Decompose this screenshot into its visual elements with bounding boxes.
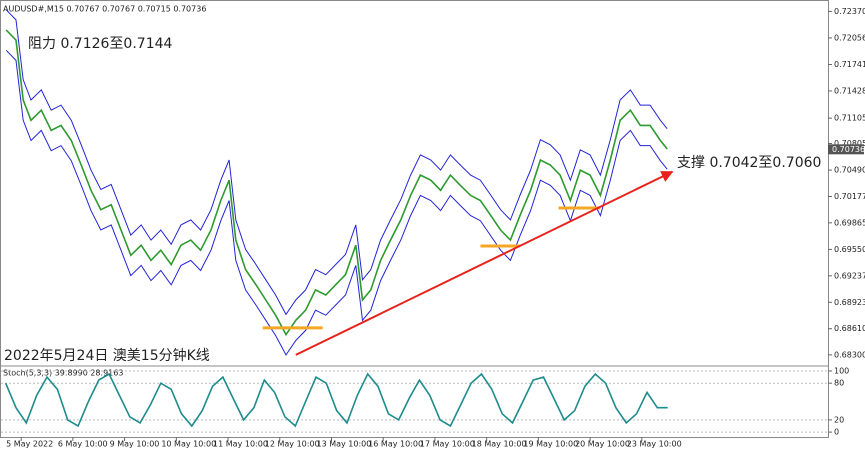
x-tick-label: 5 May 2022 [6,440,53,449]
x-tick-label: 11 May 10:00 [213,440,268,449]
y-tick-label: 0.71105 [834,114,865,123]
series-line [4,372,668,428]
y-tick-label: 0.70805 [834,139,865,148]
y-tick-label: 0.72056 [834,33,865,42]
y-tick-label: 100 [834,366,849,375]
y-tick-label: 0.68923 [834,298,865,307]
y-tick-label: 0.71741 [834,60,865,69]
x-tick-label: 10 May 10:00 [161,440,216,449]
y-tick-label: 0.68610 [834,324,865,333]
annotation: 阻力 0.7126至0.7144 [28,36,173,52]
y-tick-label: 0.70177 [834,192,865,201]
x-tick-label: 9 May 10:00 [110,440,160,449]
x-tick-label: 23 May 10:00 [627,440,682,449]
plot-frame [0,0,829,438]
y-tick-label: 80 [834,379,844,388]
series-line [5,29,668,337]
series-line [5,49,668,356]
y-tick-label: 0.69237 [834,271,865,280]
y-tick-label: 0.70490 [834,166,865,175]
series-line [5,9,668,316]
y-tick-label: 0.71428 [834,86,865,95]
annotation: 2022年5月24日 澳美15分钟K线 [4,347,210,364]
y-tick-label: 0.72370 [834,7,865,16]
x-tick-label: 18 May 10:00 [472,440,527,449]
x-tick-label: 16 May 10:00 [368,440,423,449]
y-tick-label: 0.69865 [834,218,865,227]
x-tick-label: 6 May 10:00 [58,440,108,449]
x-tick-label: 13 May 10:00 [316,440,371,449]
y-tick-label: 0.68300 [834,350,865,359]
y-tick-label: 0.69550 [834,245,865,254]
x-tick-label: 12 May 10:00 [265,440,320,449]
last-price-box [828,144,864,155]
panel-title: Stoch(5,3,3) 39.8990 28.9163 [3,369,123,378]
y-tick-label: 20 [834,415,844,424]
x-tick-label: 20 May 10:00 [575,440,630,449]
annotation: 支撑 0.7042至0.7060 [677,155,821,171]
x-tick-label: 17 May 10:00 [420,440,475,449]
trend-arrow [295,170,674,356]
y-tick-label: 0 [834,428,839,437]
last-price-label: 0.70736 [832,145,865,154]
x-tick-label: 19 May 10:00 [523,440,578,449]
panel-title: AUDUSD#,M15 0.70767 0.70767 0.70715 0.70… [3,5,206,14]
